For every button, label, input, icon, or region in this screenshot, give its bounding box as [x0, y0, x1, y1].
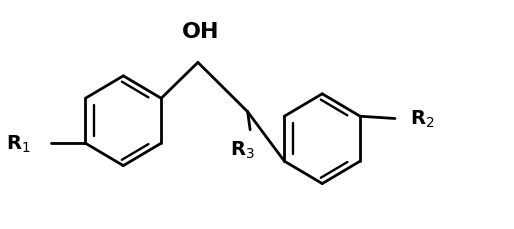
Text: R$_3$: R$_3$ [230, 139, 255, 160]
Text: R$_1$: R$_1$ [6, 133, 31, 154]
Text: OH: OH [181, 22, 219, 42]
Text: R$_2$: R$_2$ [410, 108, 434, 130]
